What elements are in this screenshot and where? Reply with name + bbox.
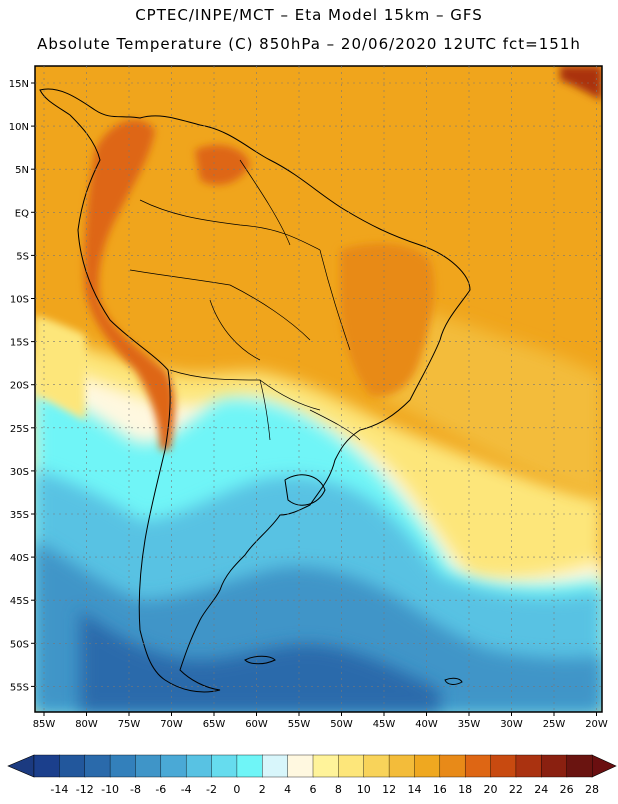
colorbar-swatch	[135, 754, 162, 778]
lon-tick-label: 80W	[75, 719, 98, 730]
colorbar-label: 6	[310, 783, 317, 796]
longitude-labels: 85W 80W 75W 70W 65W 60W 55W 50W 45W 40W 35W 30W 25W 2…	[33, 719, 608, 730]
colorbar-swatch	[236, 754, 263, 778]
colorbar-labels: -14 -12 -10 -8 -6 -4 -2 0 2 4 6 8 10 12 14 16 18 20 22 24 26…	[50, 783, 599, 796]
lon-tick-label: 30W	[500, 719, 523, 730]
lat-tick-label: 15N	[9, 79, 29, 90]
lat-tick-label: 35S	[10, 510, 29, 521]
colorbar-label: -14	[50, 783, 68, 796]
colorbar-label: 22	[509, 783, 523, 796]
colorbar-label: 12	[382, 783, 396, 796]
colorbar-label: 16	[433, 783, 447, 796]
lon-tick-label: 40W	[415, 719, 438, 730]
colorbar-label: 18	[458, 783, 472, 796]
colorbar-label: 24	[534, 783, 548, 796]
lat-tick-label: 15S	[10, 338, 29, 349]
lat-tick-label: 55S	[10, 682, 29, 693]
lat-tick-label: 45S	[10, 596, 29, 607]
colorbar-swatch	[464, 754, 492, 778]
colorbar-swatch	[363, 754, 390, 778]
lat-tick-label: 5S	[16, 251, 29, 262]
colorbar-label: -8	[130, 783, 141, 796]
colorbar-label: 14	[407, 783, 421, 796]
colorbar-label: -4	[181, 783, 192, 796]
colorbar-label: 0	[233, 783, 240, 796]
colorbar-label: 28	[585, 783, 599, 796]
colorbar-swatch	[211, 754, 238, 778]
lat-tick-label: 20S	[10, 381, 29, 392]
lon-tick-label: 25W	[543, 719, 566, 730]
colorbar-label: 4	[284, 783, 291, 796]
latitude-labels: 15N 10N 5N EQ 5S 10S 15S 20S 25S 30S 35S 40S 45S 50S 5…	[9, 79, 29, 693]
colorbar-swatch	[262, 754, 289, 778]
colorbar-label: 8	[335, 783, 342, 796]
colorbar-label: -12	[76, 783, 94, 796]
colorbar-swatch	[84, 754, 111, 778]
colorbar-label: 10	[357, 783, 371, 796]
map-frame	[34, 65, 603, 713]
lat-tick-label: 10S	[10, 295, 29, 306]
colorbar-label: 26	[560, 783, 574, 796]
colorbar-swatch	[33, 754, 61, 778]
lon-tick-label: 45W	[373, 719, 396, 730]
lat-tick-label: 50S	[10, 639, 29, 650]
colorbar-label: -2	[206, 783, 217, 796]
colorbar-swatch	[490, 754, 517, 778]
lat-tick-label: 10N	[9, 122, 29, 133]
lat-tick-label: 5N	[15, 165, 29, 176]
colorbar-swatch	[109, 754, 137, 778]
lon-tick-label: 60W	[245, 719, 268, 730]
colorbar-label: 20	[484, 783, 498, 796]
colorbar	[7, 754, 617, 778]
colorbar-swatch	[287, 754, 314, 778]
lat-tick-label: 25S	[10, 424, 29, 435]
lon-tick-label: 35W	[458, 719, 481, 730]
lon-tick-label: 65W	[203, 719, 226, 730]
colorbar-swatch	[414, 754, 441, 778]
colorbar-swatch	[312, 754, 340, 778]
colorbar-swatch	[439, 754, 466, 778]
colorbar-swatch	[338, 754, 365, 778]
lat-tick-label: 30S	[10, 467, 29, 478]
colorbar-swatch	[59, 754, 86, 778]
lon-tick-label: 85W	[33, 719, 56, 730]
colorbar-swatch	[515, 754, 542, 778]
colorbar-over-arrow	[591, 754, 617, 778]
graticule	[31, 66, 602, 716]
lat-tick-label: 40S	[10, 553, 29, 564]
colorbar-swatch	[388, 754, 416, 778]
lat-tick-label: EQ	[15, 208, 29, 219]
temperature-field	[35, 66, 602, 712]
colorbar-swatch	[541, 754, 568, 778]
colorbar-swatch	[185, 754, 213, 778]
lon-tick-label: 75W	[118, 719, 141, 730]
lon-tick-label: 70W	[160, 719, 183, 730]
colorbar-swatch	[160, 754, 187, 778]
colorbar-label: -10	[101, 783, 119, 796]
chart-title-line2: Absolute Temperature (C) 850hPa – 20/06/…	[37, 35, 581, 53]
lon-tick-label: 50W	[330, 719, 353, 730]
colorbar-under-arrow	[7, 754, 35, 778]
lon-tick-label: 55W	[288, 719, 311, 730]
colorbar-swatch	[566, 754, 593, 778]
colorbar-label: -6	[155, 783, 166, 796]
coastlines	[39, 88, 471, 693]
lon-tick-label: 20W	[585, 719, 608, 730]
chart-title-line1: CPTEC/INPE/MCT – Eta Model 15km – GFS	[135, 6, 483, 24]
colorbar-label: 2	[259, 783, 266, 796]
